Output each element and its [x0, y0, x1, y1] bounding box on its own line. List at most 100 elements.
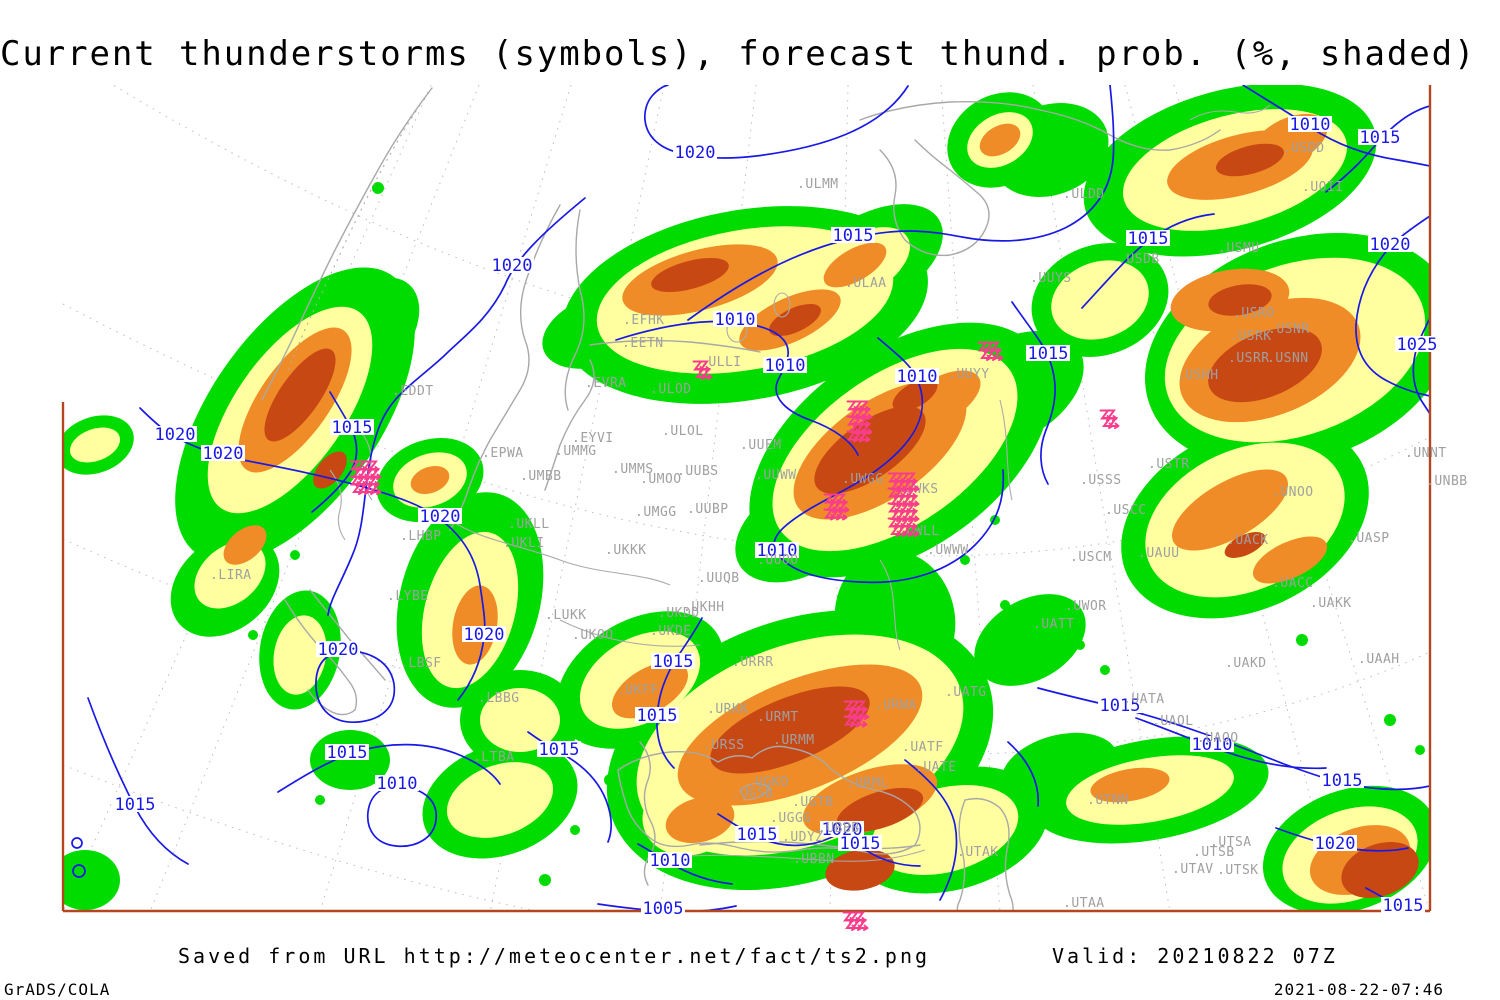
station-code-uatg: .UATG — [945, 685, 987, 700]
isobar-value-label: 1020 — [1368, 235, 1412, 255]
station-code-labels: .ULMM .ULAA .ULDD .USDD .UOII .USMU .USDB .UUYS… — [210, 141, 1467, 911]
svg-text:1010: 1010 — [1192, 735, 1233, 755]
station-code-udyz: .UDYZ — [782, 830, 824, 845]
shade-level-dark-red — [264, 143, 1419, 899]
station-code-urss: .URSS — [703, 738, 745, 753]
isobar-value-label: 1010 — [713, 310, 757, 330]
svg-text:1020: 1020 — [675, 143, 716, 163]
station-code-ustr: .USTR — [1148, 457, 1190, 472]
thunderstorm-symbol-cluster — [1099, 409, 1120, 429]
svg-text:1020: 1020 — [318, 640, 359, 660]
station-code-ummg: .UMMG — [555, 444, 597, 459]
station-code-umms: .UMMS — [612, 462, 654, 477]
isobar-value-label: 1015 — [325, 743, 369, 763]
map-frame — [61, 85, 1432, 913]
station-code-uldd: .ULDD — [1063, 187, 1105, 202]
station-code-usss: .USSS — [1080, 473, 1122, 488]
station-code-uscc: .USCC — [1105, 503, 1147, 518]
isobar-value-label: 1020 — [490, 256, 534, 276]
isobar-value-label: 1010 — [755, 541, 799, 561]
svg-text:1010: 1010 — [757, 541, 798, 561]
svg-text:1015: 1015 — [1360, 128, 1401, 148]
svg-text:1015: 1015 — [1322, 771, 1363, 791]
station-code-efhk: .EFHK — [623, 313, 665, 328]
station-code-ulli: .ULLI — [700, 355, 742, 370]
station-code-eddt: .EDDT — [392, 384, 434, 399]
isobar-value-label: 1015 — [113, 795, 157, 815]
station-code-ulol: .ULOL — [662, 424, 704, 439]
isobar-value-label: 1020 — [1313, 834, 1357, 854]
station-code-uuyy: .UUYY — [948, 367, 990, 382]
isobar-value-label: 1015 — [735, 825, 779, 845]
station-code-uwgg: .UWGG — [842, 472, 884, 487]
station-code-urrr: .URRR — [732, 655, 774, 670]
station-code-ugtb: .UGTB — [792, 795, 834, 810]
station-code-ubbn: .UBBN — [793, 852, 835, 867]
isobar-value-label: 1015 — [537, 740, 581, 760]
station-code-usnr: .USNR — [1268, 322, 1310, 337]
thunderstorm-symbol-cluster — [349, 460, 382, 495]
svg-text:1005: 1005 — [643, 899, 684, 919]
station-code-uate: .UATE — [915, 760, 957, 775]
station-code-usrk: .USRK — [1230, 329, 1272, 344]
svg-text:1020: 1020 — [420, 507, 461, 527]
isobar-value-label: 1015 — [651, 652, 695, 672]
station-code-urkk: .URKK — [707, 702, 749, 717]
station-code-ulaa: .ULAA — [845, 276, 887, 291]
station-code-uaoo: .UAOO — [1197, 731, 1239, 746]
isobar-value-label: 1015 — [1026, 344, 1070, 364]
station-code-ugsb: .UGSB — [732, 786, 774, 801]
svg-text:1020: 1020 — [1315, 834, 1356, 854]
station-code-lbsf: .LBSF — [400, 656, 442, 671]
station-code-utaa: .UTAA — [1063, 896, 1105, 911]
station-code-ukdd: .UKDD — [658, 606, 700, 621]
station-code-usro: .USRO — [1233, 306, 1275, 321]
station-code-ukde: .UKDE — [650, 624, 692, 639]
svg-text:1020: 1020 — [1370, 235, 1411, 255]
station-code-lira: .LIRA — [210, 568, 252, 583]
isobar-value-label: 1010 — [1288, 115, 1332, 135]
svg-text:1015: 1015 — [327, 743, 368, 763]
station-code-uatf: .UATF — [902, 740, 944, 755]
svg-text:1025: 1025 — [1397, 335, 1438, 355]
isobar-value-label: 1010 — [375, 774, 419, 794]
station-code-ukff: .UKFF — [617, 683, 659, 698]
station-code-ukli: .UKLI — [503, 536, 545, 551]
station-code-utav: .UTAV — [1172, 862, 1214, 877]
station-code-usdb: .USDB — [1118, 252, 1160, 267]
station-code-utsk: .UTSK — [1217, 863, 1259, 878]
station-code-utak: .UTAK — [957, 845, 999, 860]
station-code-ltba: .LTBA — [473, 750, 515, 765]
isobar-value-label: 1015 — [1098, 696, 1142, 716]
station-code-unoo: .UNOO — [1272, 485, 1314, 500]
station-code-lhbp: .LHBP — [400, 529, 442, 544]
isobar-value-label: 1015 — [635, 706, 679, 726]
isobar-value-label: 1020 — [418, 507, 462, 527]
isobar-value-label: 1005 — [641, 899, 685, 919]
station-code-ulod: .ULOD — [650, 382, 692, 397]
station-code-uauu: .UAUU — [1138, 546, 1180, 561]
station-code-ukoo: .UKOO — [572, 628, 614, 643]
station-code-ukll: .UKLL — [508, 517, 550, 532]
station-code-ubbb: .UBBB — [818, 821, 860, 836]
isobar-value-label: 1015 — [1381, 896, 1425, 916]
svg-text:1015: 1015 — [840, 834, 881, 854]
station-code-usnn: .USNN — [1267, 351, 1309, 366]
isobar-value-label: 1010 — [1190, 735, 1234, 755]
station-code-uaah: .UAAH — [1358, 652, 1400, 667]
isobar-value-label: 1020 — [201, 444, 245, 464]
isobar-value-label: 1010 — [895, 367, 939, 387]
station-code-uata: .UATA — [1123, 692, 1165, 707]
station-code-utsb: .UTSB — [1193, 845, 1235, 860]
station-code-uakd: .UAKD — [1225, 656, 1267, 671]
station-code-uakk: .UAKK — [1310, 596, 1352, 611]
svg-text:1010: 1010 — [897, 367, 938, 387]
station-code-ukhh: .UKHH — [683, 600, 725, 615]
svg-text:1015: 1015 — [637, 706, 678, 726]
svg-text:1015: 1015 — [833, 226, 874, 246]
station-code-utsa: .UTSA — [1210, 835, 1252, 850]
station-code-uuww: .UUWW — [755, 468, 797, 483]
svg-text:1015: 1015 — [1028, 344, 1069, 364]
svg-text:1010: 1010 — [377, 774, 418, 794]
isobar-labels: 1020 1020 1015 1010 1010 1010 1010 1015 1015 1020… — [113, 115, 1439, 919]
